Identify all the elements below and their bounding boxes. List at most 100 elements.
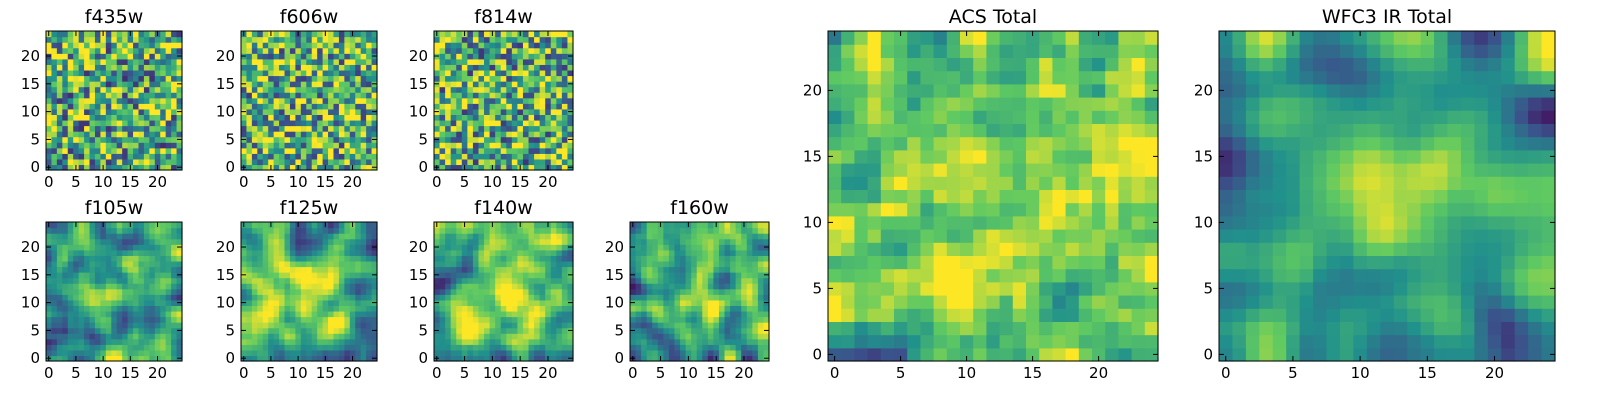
heatmap-cell — [262, 283, 269, 290]
heatmap-cell — [550, 103, 557, 110]
heatmap-cell — [295, 283, 302, 290]
heatmap-cell — [138, 64, 145, 71]
heatmap-cell — [100, 158, 107, 166]
heatmap-cell — [445, 227, 452, 234]
heatmap-cell — [528, 153, 535, 160]
heatmap-cell — [668, 349, 676, 357]
heatmap-cell — [67, 142, 74, 149]
heatmap-cell — [306, 131, 313, 138]
heatmap-cell — [251, 310, 258, 318]
heatmap-cell — [344, 114, 351, 121]
x-tick-label: 10 — [679, 364, 698, 382]
heatmap-cell — [317, 310, 324, 318]
heatmap-cell — [149, 349, 156, 357]
heatmap-cell — [360, 147, 367, 154]
heatmap-cell — [946, 268, 961, 283]
heatmap-cell — [528, 31, 535, 38]
heatmap-cell — [657, 249, 664, 256]
heatmap-cell — [456, 158, 463, 166]
heatmap-cell — [257, 249, 264, 256]
heatmap-cell — [556, 227, 563, 234]
heatmap-cell — [105, 255, 112, 262]
heatmap-cell — [94, 119, 101, 127]
heatmap-cell — [757, 299, 765, 306]
heatmap-cell — [295, 131, 302, 138]
heatmap-cell — [160, 277, 167, 284]
heatmap-cell — [445, 288, 452, 295]
heatmap-cell — [511, 92, 518, 99]
heatmap-cell — [349, 92, 356, 99]
heatmap-cell — [718, 266, 726, 273]
heatmap-cell — [143, 147, 150, 154]
heatmap-cell — [484, 305, 491, 312]
heatmap-cell — [262, 355, 269, 362]
x-tick-label: 5 — [71, 173, 81, 191]
heatmap-cell — [160, 322, 167, 329]
heatmap-cell — [171, 164, 178, 171]
heatmap-cell — [328, 81, 335, 88]
heatmap-cell — [360, 288, 367, 295]
heatmap-cell — [62, 158, 69, 166]
heatmap-cell — [94, 153, 101, 160]
heatmap-cell — [46, 294, 53, 301]
heatmap-cell — [105, 153, 112, 160]
heatmap-cell — [338, 283, 345, 290]
heatmap-cell — [366, 255, 373, 262]
heatmap-cell — [657, 272, 664, 279]
heatmap-cell — [561, 255, 569, 262]
heatmap-cell — [328, 305, 335, 312]
heatmap-cell — [355, 142, 362, 149]
heatmap-cell — [539, 272, 546, 279]
heatmap-cell — [67, 338, 74, 345]
heatmap-cell — [262, 142, 269, 149]
heatmap-cell — [668, 288, 676, 295]
heatmap-cell — [289, 119, 296, 127]
heatmap-cell — [724, 294, 731, 301]
heatmap-cell — [251, 86, 258, 93]
heatmap-cell — [133, 131, 140, 138]
heatmap-cell — [127, 244, 134, 251]
heatmap-cell — [674, 299, 681, 306]
heatmap-cell — [752, 227, 759, 234]
heatmap-cell — [176, 64, 183, 71]
heatmap-cell — [143, 36, 150, 43]
heatmap-cell — [160, 305, 167, 312]
heatmap-cell — [556, 131, 563, 138]
heatmap-cell — [338, 244, 345, 251]
heatmap-cell — [111, 103, 118, 110]
heatmap-cell — [338, 31, 345, 38]
heatmap-cell — [84, 81, 91, 88]
heatmap-cell — [94, 266, 101, 273]
heatmap-cell — [707, 344, 714, 351]
heatmap-cell — [241, 338, 248, 345]
heatmap-cell — [674, 344, 681, 351]
heatmap-cell — [122, 114, 129, 121]
heatmap-cell — [517, 86, 524, 93]
heatmap-cell — [517, 47, 524, 54]
heatmap-cell — [322, 233, 329, 240]
heatmap-cell — [724, 316, 731, 323]
heatmap-cell — [467, 103, 474, 110]
heatmap-cell — [84, 64, 91, 71]
heatmap-cell — [279, 233, 286, 240]
heatmap-cell — [116, 327, 123, 334]
heatmap-cell — [138, 53, 145, 60]
heatmap-cell — [539, 260, 546, 268]
x-tick-label: 5 — [71, 364, 81, 382]
heatmap-cell — [56, 142, 63, 149]
heatmap-cell — [284, 92, 291, 99]
heatmap-cell — [154, 64, 161, 71]
heatmap-cell — [741, 333, 748, 340]
heatmap-cell — [663, 299, 670, 306]
heatmap-cell — [439, 283, 446, 290]
heatmap-cell — [718, 244, 726, 251]
heatmap-cell — [528, 108, 535, 115]
heatmap-cell — [279, 266, 286, 273]
heatmap-cell — [344, 136, 351, 143]
heatmap-cell — [257, 349, 264, 357]
heatmap-cell — [439, 310, 446, 318]
heatmap-cell — [439, 136, 446, 143]
heatmap-cell — [539, 147, 546, 154]
heatmap-cell — [1012, 295, 1027, 309]
heatmap-cell — [138, 344, 145, 351]
